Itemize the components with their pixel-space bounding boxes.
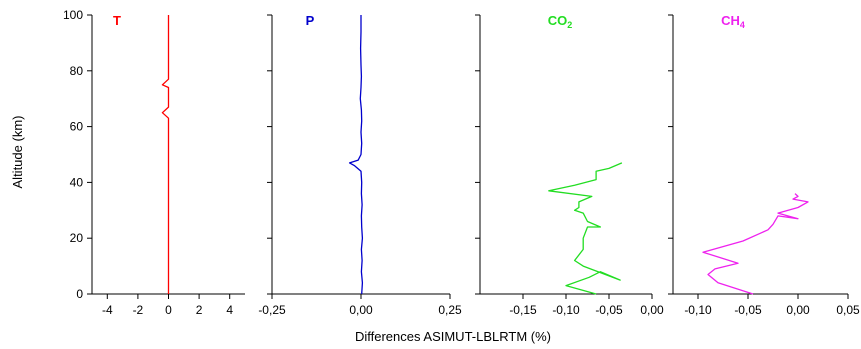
- y-tick-label: 20: [70, 231, 84, 245]
- panel-3: -0,15 -0,10 -0,05 0,00 CO2: [475, 13, 664, 317]
- x-tick-label: -4: [102, 303, 113, 317]
- x-tick-label: -0,05: [595, 303, 623, 317]
- x-axis-title: Differences ASIMUT-LBLRTM (%): [355, 329, 551, 344]
- y-axis-title: Altitude (km): [10, 116, 25, 189]
- panel-1: 0 20 40 60 80 100 -4 -2 0 2 4 T: [63, 8, 245, 317]
- y-tick-label: 80: [70, 64, 84, 78]
- x-tick-label: 0,05: [836, 303, 860, 317]
- x-tick-label: 0,00: [640, 303, 664, 317]
- x-tick-label: 4: [226, 303, 233, 317]
- y-tick-label: 60: [70, 120, 84, 134]
- x-tick-label: 0,25: [438, 303, 462, 317]
- x-tick-label: 2: [196, 303, 203, 317]
- x-tick-label: -0,10: [552, 303, 580, 317]
- panel-4: -0,10 -0,05 0,00 0,05 CH4: [668, 13, 860, 317]
- series-line: [161, 15, 170, 294]
- x-tick-label: 0: [165, 303, 172, 317]
- y-tick-label: 40: [70, 175, 84, 189]
- series-line: [702, 193, 809, 295]
- series-line: [548, 162, 623, 295]
- x-tick-label: 0,00: [786, 303, 810, 317]
- panel-label: CH4: [721, 13, 745, 30]
- panel-label: CO2: [548, 13, 573, 30]
- panel-2: -0,25 0,00 0,25 P: [258, 13, 462, 317]
- panel-label: T: [113, 13, 121, 28]
- x-tick-label: -2: [133, 303, 144, 317]
- series-line: [348, 15, 364, 295]
- x-tick-label: 0,00: [349, 303, 373, 317]
- y-tick-label: 100: [63, 8, 83, 22]
- y-tick-label: 0: [76, 287, 83, 301]
- x-tick-label: -0,25: [258, 303, 286, 317]
- x-tick-label: -0,15: [509, 303, 537, 317]
- panel-label: P: [306, 13, 315, 28]
- x-tick-label: -0,10: [684, 303, 712, 317]
- x-tick-label: -0,05: [734, 303, 762, 317]
